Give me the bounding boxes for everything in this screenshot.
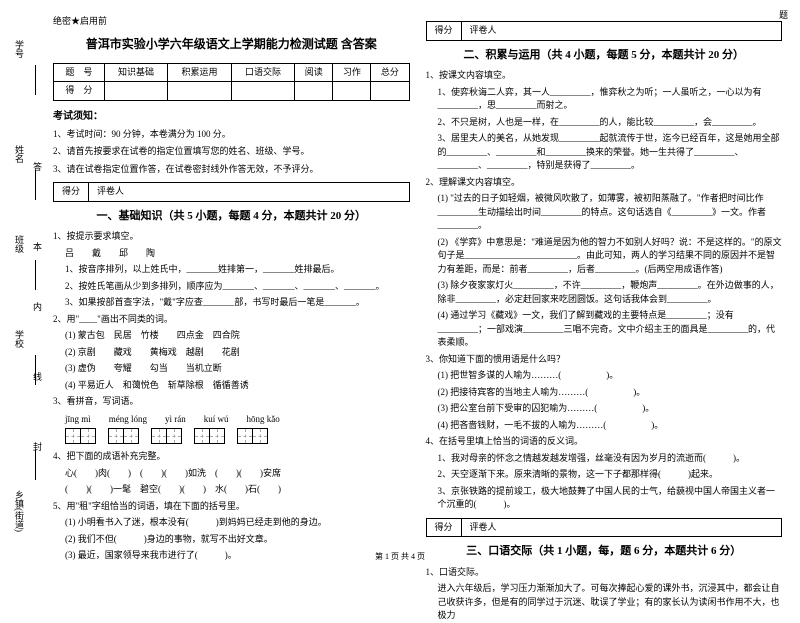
table-cell: 得 分 — [54, 82, 105, 101]
question-text: 2、天空逐渐下来。原来清晰的景物，这一下子都那样得( )起来。 — [438, 468, 783, 482]
table-cell[interactable] — [231, 82, 294, 101]
section-score-box: 得分 评卷人 — [426, 518, 783, 538]
question-text: 进入六年级后，学习压力渐渐加大了。可每次捧起心爱的课外书，沉浸其中，都会让自己收… — [438, 582, 783, 623]
pinyin-row: jīng mì méng lóng yì rán kuí wú hōng kǎo — [65, 413, 410, 427]
question-text: 1、按音序排列，以上姓氏中，_______姓排第一，_______姓排最后。 — [65, 263, 410, 277]
table-header: 题 号 — [54, 63, 105, 82]
section-1-title: 一、基础知识（共 5 小题，每题 4 分，本题共计 20 分） — [53, 208, 410, 225]
score-label: 得分 — [54, 183, 89, 201]
grader-label: 评卷人 — [89, 183, 408, 201]
notice-item: 2、请首先按要求在试卷的指定位置填写您的姓名、班级、学号。 — [53, 145, 410, 159]
table-cell[interactable] — [371, 82, 409, 101]
side-binding-area: 学号 姓名 答 班级 本 内 学校 线 封 乡镇(街道) — [5, 10, 43, 550]
question-text: (3) 虚伪 夸耀 勾当 当机立断 — [65, 362, 410, 376]
question-text: (2) 《学弈》中意思是："难道是因为他的智力不如别人好吗？说：不是这样的。"的… — [438, 236, 783, 277]
question-text: (1) 蒙古包 民居 竹楼 四点金 四合院 — [65, 329, 410, 343]
question-text: 2、不只是树，人也是一样，在_________的人，能比较_________，会… — [438, 116, 783, 130]
question-text: 1、使弈秋诲二人弈，其一人_________，惟弈秋之为听；一人虽听之，一心以为… — [438, 86, 783, 113]
page-footer: 第 1 页 共 4 页 — [0, 551, 800, 562]
question-text: 2、按姓氏笔画从少到多排列，顺序应为_______、_______、______… — [65, 280, 410, 294]
question-text: (3) 把公室台前下受审的囚犯喻为………( )。 — [438, 402, 783, 416]
question-text: 3、如果按部首查字法，"戴"字应查_______部，书写时最后一笔是______… — [65, 296, 410, 310]
table-cell[interactable] — [333, 82, 371, 101]
question-text: (1) 把世智多谋的人喻为………( )。 — [438, 369, 783, 383]
question-text: (3) 除夕夜家家灯火_________，不许_________，鞭炮声____… — [438, 279, 783, 306]
question-text: (2) 我们不但( )身边的事物，就写不出好文章。 — [65, 533, 410, 547]
table-header: 总分 — [371, 63, 409, 82]
table-header: 积累运用 — [168, 63, 231, 82]
question-text: ( )( )一髦 碧空( )( ) 水( )石( ) — [65, 483, 410, 497]
side-label-student-id: 学号 — [13, 40, 26, 58]
top-right-label: 题 — [779, 8, 788, 21]
question-2: 2、理解课文内容填空。 — [426, 176, 783, 190]
side-label-school: 学校 — [13, 330, 26, 348]
grader-label: 评卷人 — [462, 22, 781, 40]
question-1: 1、按课文内容填空。 — [426, 69, 783, 83]
question-text: (4) 平易近人 和蔼悦色 斩草除根 循循善诱 — [65, 379, 410, 393]
question-4: 4、在括号里填上恰当的词语的反义词。 — [426, 435, 783, 449]
side-mark: 内 — [33, 300, 42, 313]
grader-label: 评卷人 — [462, 519, 781, 537]
question-1: 1、口语交际。 — [426, 566, 783, 580]
question-1: 1、按提示要求填空。 — [53, 230, 410, 244]
question-text: 3、居里夫人的美名，从她发现_________起就流传于世，迄今已经百年，这是她… — [438, 132, 783, 173]
table-row: 题 号 知识基础 积累运用 口语交际 阅读 习作 总分 — [54, 63, 410, 82]
question-text: (2) 京剧 藏戏 黄梅戏 越剧 花剧 — [65, 346, 410, 360]
side-mark: 本 — [33, 240, 42, 253]
section-score-box: 得分 评卷人 — [426, 21, 783, 41]
table-row: 得 分 — [54, 82, 410, 101]
table-header: 口语交际 — [231, 63, 294, 82]
char-grid[interactable] — [108, 428, 139, 444]
pinyin: jīng mì — [65, 413, 91, 427]
notice-title: 考试须知： — [53, 109, 410, 124]
score-label: 得分 — [427, 22, 462, 40]
char-grid[interactable] — [194, 428, 225, 444]
table-header: 习作 — [333, 63, 371, 82]
side-label-class: 班级 — [13, 235, 26, 253]
section-2-title: 二、积累与运用（共 4 小题，每题 5 分，本题共计 20 分） — [426, 47, 783, 64]
char-grid[interactable] — [65, 428, 96, 444]
question-2: 2、用"____"画出不同类的词。 — [53, 313, 410, 327]
question-3: 3、你知道下面的惯用语是什么吗？ — [426, 353, 783, 367]
question-text: 吕 戴 邱 陶 — [65, 247, 410, 261]
char-grid[interactable] — [151, 428, 182, 444]
notice-item: 3、请在试卷指定位置作答，在试卷密封线外作答无效，不予评分。 — [53, 163, 410, 177]
char-grid[interactable] — [237, 428, 268, 444]
pinyin: yì rán — [165, 413, 186, 427]
question-4: 4、把下面的成语补充完整。 — [53, 450, 410, 464]
notice-item: 1、考试时间：90 分钟，本卷满分为 100 分。 — [53, 128, 410, 142]
table-header: 阅读 — [295, 63, 333, 82]
side-label-name: 姓名 — [13, 145, 26, 163]
question-text: 3、京张铁路的提前竣工，极大地鼓舞了中国人民的士气，给藐视中国人帝国主义者一个沉… — [438, 485, 783, 512]
score-table: 题 号 知识基础 积累运用 口语交际 阅读 习作 总分 得 分 — [53, 63, 410, 101]
pinyin: kuí wú — [204, 413, 229, 427]
exam-title: 普洱市实验小学六年级语文上学期能力检测试题 含答案 — [53, 35, 410, 53]
table-cell[interactable] — [104, 82, 167, 101]
pinyin: hōng kǎo — [247, 413, 280, 427]
table-cell[interactable] — [295, 82, 333, 101]
table-header: 知识基础 — [104, 63, 167, 82]
question-text: (1) 小明看书入了迷，根本没有( )到妈妈已经走到他的身边。 — [65, 516, 410, 530]
question-text: (4) 通过学习《藏戏》一文，我们了解到藏戏的主要特点是_________；没有… — [438, 309, 783, 350]
question-text: (2) 把接待宾客的当地主人喻为………( )。 — [438, 386, 783, 400]
question-text: (4) 把吝啬钱财，一毛不拔的人喻为………( )。 — [438, 419, 783, 433]
question-5: 5、用"租"字组恰当的词语，填在下面的括号里。 — [53, 500, 410, 514]
char-grid-row — [65, 428, 410, 444]
right-column: 得分 评卷人 二、积累与运用（共 4 小题，每题 5 分，本题共计 20 分） … — [418, 15, 791, 560]
question-3: 3、看拼音，写词语。 — [53, 395, 410, 409]
left-column: 绝密★启用前 普洱市实验小学六年级语文上学期能力检测试题 含答案 题 号 知识基… — [45, 15, 418, 560]
side-label-town: 乡镇(街道) — [13, 490, 26, 532]
side-mark: 线 — [33, 370, 42, 383]
table-cell[interactable] — [168, 82, 231, 101]
section-score-box: 得分 评卷人 — [53, 182, 410, 202]
question-text: 心( )肉( ) ( )( )如洗 ( )( )安席 — [65, 467, 410, 481]
pinyin: méng lóng — [109, 413, 147, 427]
score-label: 得分 — [427, 519, 462, 537]
question-text: (1) "过去的日子如轻烟，被微风吹散了，如薄雾，被初阳蒸融了。"作者把时间比作… — [438, 192, 783, 233]
question-text: 1、我对母亲的怀念之情越发越发增强，丝毫没有因为岁月的流逝而( )。 — [438, 452, 783, 466]
secret-label: 绝密★启用前 — [53, 15, 410, 29]
